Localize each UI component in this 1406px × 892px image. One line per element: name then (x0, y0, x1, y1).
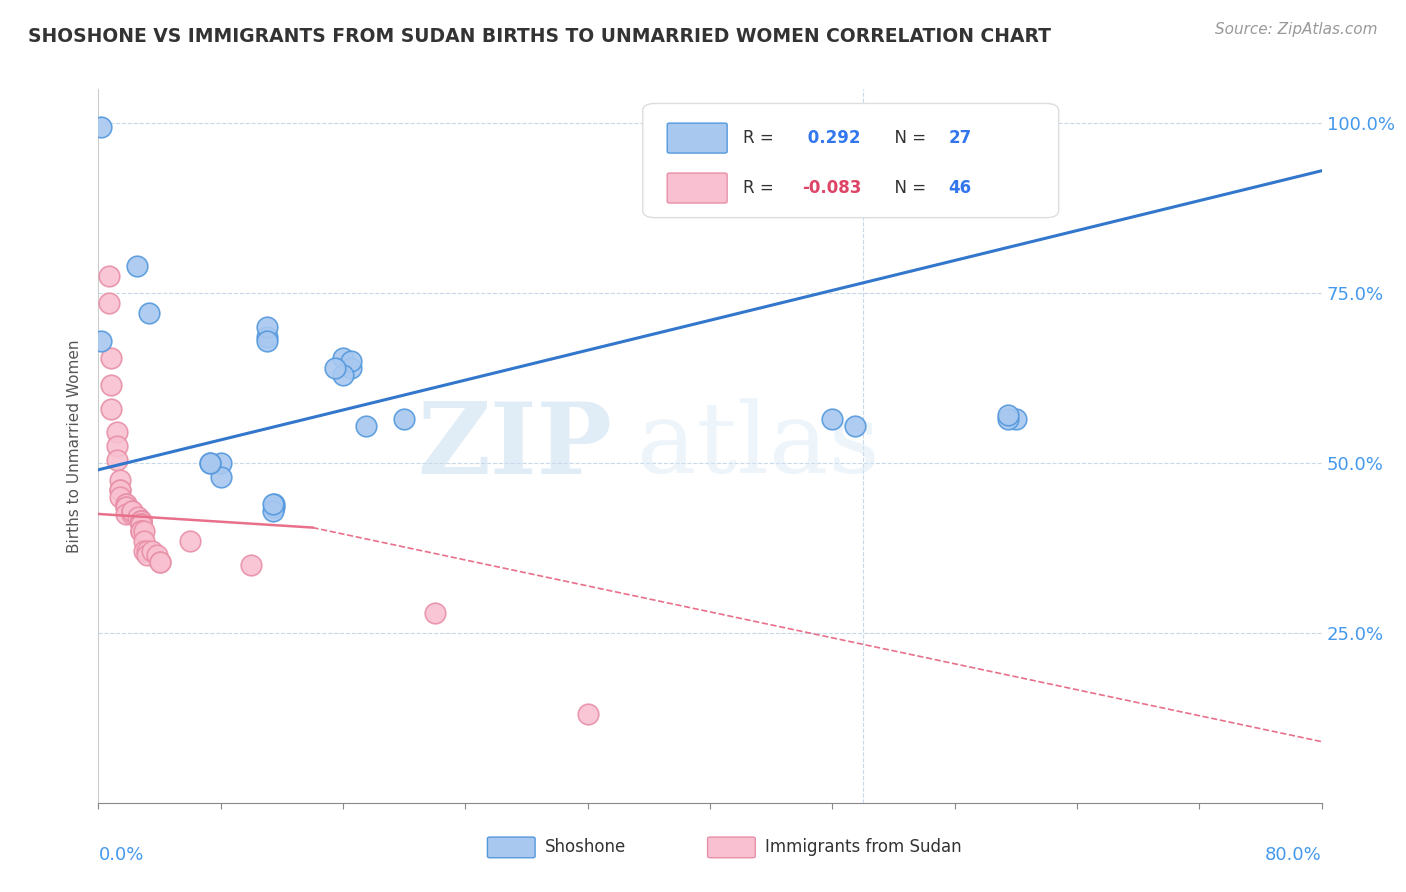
Point (145, 548, 167, 562)
Point (240, 558, 263, 572)
Point (129, 514, 152, 528)
Point (129, 517, 152, 532)
Text: SHOSHONE VS IMMIGRANTS FROM SUDAN BIRTHS TO UNMARRIED WOMEN CORRELATION CHART: SHOSHONE VS IMMIGRANTS FROM SUDAN BIRTHS… (28, 27, 1052, 45)
Point (129, 524, 152, 538)
Point (121, 507, 143, 521)
Point (256, 330, 278, 344)
Point (115, 497, 138, 511)
Point (129, 514, 152, 528)
Point (149, 555, 172, 569)
Point (423, 606, 446, 620)
Point (263, 500, 285, 515)
Point (129, 514, 152, 528)
Point (129, 524, 152, 538)
Point (325, 360, 347, 375)
FancyBboxPatch shape (643, 103, 1059, 218)
Point (127, 510, 149, 524)
Point (256, 320, 278, 334)
Point (90, 120, 112, 134)
Point (332, 368, 354, 382)
Point (149, 555, 172, 569)
Point (844, 418, 866, 433)
Point (90, 334, 112, 348)
Point (100, 377, 122, 392)
Point (129, 517, 152, 532)
Point (108, 483, 131, 498)
Point (136, 548, 159, 562)
Point (354, 418, 377, 433)
Text: 0.292: 0.292 (801, 129, 860, 147)
Point (121, 503, 143, 517)
Text: ZIP: ZIP (418, 398, 612, 494)
Point (108, 473, 131, 487)
Point (129, 517, 152, 532)
Point (108, 483, 131, 498)
Point (129, 514, 152, 528)
Point (115, 507, 138, 521)
Point (339, 354, 361, 368)
Point (198, 456, 221, 470)
Point (115, 500, 138, 515)
Text: atlas: atlas (637, 398, 879, 494)
Point (98, 296, 121, 310)
Point (179, 534, 201, 549)
Point (134, 524, 156, 538)
Point (1004, 412, 1026, 426)
Text: R =: R = (742, 179, 779, 197)
Point (105, 439, 128, 453)
Point (134, 534, 156, 549)
Text: Immigrants from Sudan: Immigrants from Sudan (765, 838, 962, 856)
Text: 0.0%: 0.0% (98, 846, 143, 863)
Point (209, 456, 232, 470)
Point (141, 544, 163, 558)
Text: 27: 27 (949, 129, 972, 147)
Text: Source: ZipAtlas.com: Source: ZipAtlas.com (1215, 22, 1378, 37)
Point (332, 351, 354, 365)
Point (98, 269, 121, 284)
Point (821, 412, 844, 426)
Point (256, 334, 278, 348)
Point (100, 401, 122, 416)
Text: R =: R = (742, 129, 779, 147)
Text: Shoshone: Shoshone (546, 838, 626, 856)
Text: 80.0%: 80.0% (1265, 846, 1322, 863)
Point (262, 497, 284, 511)
Point (997, 409, 1019, 423)
Text: N =: N = (884, 179, 931, 197)
Y-axis label: Births to Unmarried Women: Births to Unmarried Women (67, 339, 83, 553)
Text: -0.083: -0.083 (801, 179, 860, 197)
Point (129, 524, 152, 538)
Point (263, 497, 285, 511)
Point (134, 544, 156, 558)
Point (129, 514, 152, 528)
Point (125, 259, 148, 273)
Point (105, 452, 128, 467)
Point (209, 469, 232, 483)
Point (997, 412, 1019, 426)
Point (339, 360, 361, 375)
FancyBboxPatch shape (488, 837, 536, 858)
Point (138, 306, 160, 320)
FancyBboxPatch shape (668, 123, 727, 153)
Point (108, 490, 131, 504)
Text: 46: 46 (949, 179, 972, 197)
Point (100, 351, 122, 365)
Point (198, 456, 221, 470)
Point (136, 544, 159, 558)
Point (105, 425, 128, 440)
Point (115, 500, 138, 515)
Point (115, 497, 138, 511)
Point (392, 412, 416, 426)
Point (121, 503, 143, 517)
FancyBboxPatch shape (707, 837, 755, 858)
FancyBboxPatch shape (668, 173, 727, 203)
Point (129, 517, 152, 532)
Point (576, 707, 599, 722)
Text: N =: N = (884, 129, 931, 147)
Point (262, 503, 284, 517)
